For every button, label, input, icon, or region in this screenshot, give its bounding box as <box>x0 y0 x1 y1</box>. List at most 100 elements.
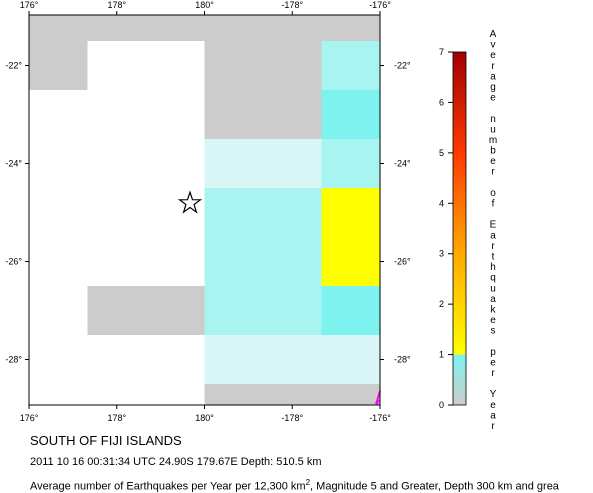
colorbar-label-char: k <box>491 304 497 315</box>
colorbar-label-char: e <box>490 50 496 61</box>
y-tick-label: -26° <box>5 257 22 267</box>
colorbar-label-char: h <box>490 262 496 273</box>
colorbar-label-char: a <box>490 294 496 305</box>
colorbar-label-char: r <box>491 61 495 72</box>
colorbar-label-char: n <box>490 114 496 125</box>
map-panel: 176° 176° 178° 178° 180° 180° -178° -178° -176° -… <box>5 0 411 423</box>
grid-cell-zero <box>321 15 380 41</box>
grid-cell-zero <box>204 15 263 41</box>
grid-cell-mid <box>321 41 380 90</box>
y-tick-label: -24° <box>5 159 22 169</box>
colorbar-tick-label: 3 <box>439 249 444 259</box>
grid-cell-zero <box>321 384 380 405</box>
colorbar-label-char: s <box>491 326 496 337</box>
earthquake-grid <box>29 15 380 405</box>
grid-cell-mid <box>321 139 380 188</box>
grid-cell-zero <box>263 90 322 139</box>
grid-cell-nodata <box>29 237 88 286</box>
grid-cell-strong <box>321 90 380 139</box>
colorbar-label-char: o <box>490 188 496 199</box>
colorbar-label-char: r <box>491 241 495 252</box>
colorbar-label-char: u <box>490 283 496 294</box>
footnote-text: Average number of Earthquakes per Year p… <box>30 480 306 493</box>
footnote-text-continued: , Magnitude 5 and Greater, Depth 300 km … <box>310 480 559 493</box>
x-tick-label: 180° <box>195 0 214 10</box>
colorbar-label-char: a <box>490 410 496 421</box>
colorbar-ticks: 0 1 2 3 4 5 6 7 <box>439 47 453 410</box>
grid-cell-nodata <box>87 237 146 286</box>
y-tick-label: -24° <box>394 159 411 169</box>
grid-cell-nodata <box>87 139 146 188</box>
colorbar-tick-label: 0 <box>439 400 444 410</box>
colorbar-tick-label: 2 <box>439 299 444 309</box>
grid-cell-zero <box>263 41 322 90</box>
grid-cell-strong <box>321 286 380 335</box>
grid-cell-zero <box>263 15 322 41</box>
grid-cell-mid <box>204 286 263 335</box>
grid-cell-nodata <box>87 384 146 405</box>
grid-cell-yellow <box>321 237 380 286</box>
grid-cell-mid <box>204 237 263 286</box>
grid-cell-zero <box>204 41 263 90</box>
colorbar-label-char: e <box>490 357 496 368</box>
grid-cell-nodata <box>29 335 88 384</box>
grid-cell-nodata <box>146 188 205 237</box>
grid-cell-zero <box>87 15 146 41</box>
grid-cell-light <box>204 139 263 188</box>
x-tick-label: -176° <box>369 0 391 10</box>
y-tick-label: -28° <box>5 355 22 365</box>
footnote-superscript: 2 <box>305 478 311 487</box>
x-tick-label: 180° <box>195 413 214 423</box>
colorbar-label-char: v <box>491 40 496 51</box>
colorbar-label-char: u <box>490 124 496 135</box>
colorbar-label-char: r <box>491 421 495 430</box>
colorbar-label-char: p <box>490 347 496 358</box>
colorbar-label-char: b <box>490 146 496 157</box>
y-tick-label: -26° <box>394 257 411 267</box>
grid-cell-mid <box>263 237 322 286</box>
grid-cell-nodata <box>146 335 205 384</box>
colorbar-label-char: E <box>490 220 497 231</box>
coastline-fragment <box>376 399 380 406</box>
grid-cell-zero <box>29 41 88 90</box>
grid-cell-nodata <box>146 41 205 90</box>
colorbar-label-char: e <box>490 315 496 326</box>
grid-cell-zero <box>146 15 205 41</box>
grid-cell-nodata <box>29 384 88 405</box>
colorbar-label-char: f <box>492 199 495 210</box>
grid-cell-mid <box>204 188 263 237</box>
axis-ticks: 176° 176° 178° 178° 180° 180° -178° -178° -176° -… <box>5 0 411 423</box>
y-tick-label: -28° <box>394 355 411 365</box>
grid-cell-zero <box>263 384 322 405</box>
grid-cell-nodata <box>29 188 88 237</box>
colorbar-label-char: r <box>491 368 495 379</box>
x-tick-label: 178° <box>107 0 126 10</box>
grid-cell-nodata <box>29 90 88 139</box>
y-tick-label: -22° <box>5 61 22 71</box>
footnote: Average number of Earthquakes per Year p… <box>30 478 559 493</box>
x-tick-label: 178° <box>107 413 126 423</box>
x-tick-label: -178° <box>281 413 303 423</box>
colorbar-tick-label: 4 <box>439 198 444 208</box>
colorbar-label-char: r <box>491 167 495 178</box>
grid-cell-zero <box>146 286 205 335</box>
colorbar-label-char: t <box>492 251 495 262</box>
colorbar-label-char: q <box>490 273 496 284</box>
grid-cell-zero <box>29 15 88 41</box>
grid-cell-nodata <box>146 90 205 139</box>
grid-cell-light <box>204 335 263 384</box>
grid-cell-zero <box>204 384 263 405</box>
grid-cell-nodata <box>87 41 146 90</box>
x-tick-label: 176° <box>20 413 39 423</box>
grid-cell-light <box>263 335 322 384</box>
x-tick-label: -176° <box>369 413 391 423</box>
grid-cell-nodata <box>29 286 88 335</box>
region-title: SOUTH OF FIJI ISLANDS <box>30 433 182 448</box>
grid-cell-nodata <box>146 139 205 188</box>
colorbar-tick-label: 6 <box>439 97 444 107</box>
grid-cell-mid <box>263 286 322 335</box>
colorbar-label-char: m <box>489 135 497 146</box>
colorbar-tick-label: 1 <box>439 350 444 360</box>
